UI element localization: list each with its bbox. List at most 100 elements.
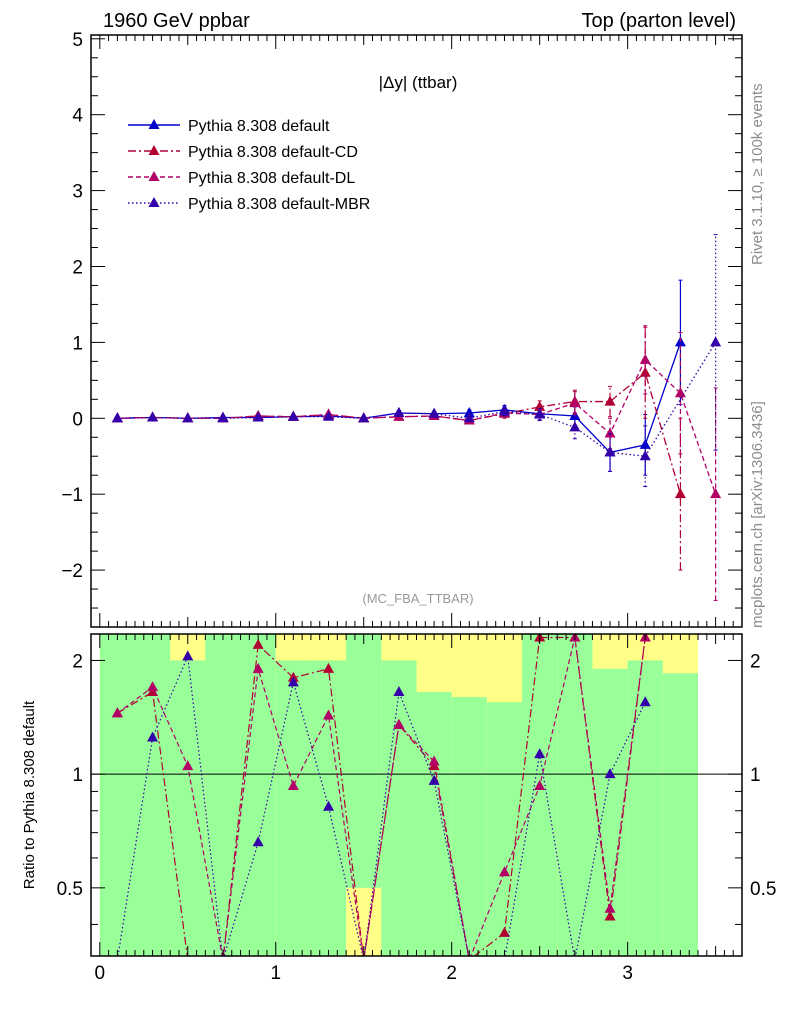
main-line-1	[117, 371, 682, 495]
main-marker	[498, 405, 510, 416]
main-series-group	[111, 234, 722, 601]
legend: Pythia 8.308 default Pythia 8.308 default…	[128, 118, 370, 213]
ratio-marker	[323, 800, 335, 811]
plot-title: |Δy| (ttbar)	[379, 73, 458, 92]
legend-marker	[148, 197, 160, 207]
legend-marker	[148, 171, 160, 181]
main-line-0	[117, 342, 682, 454]
ratio-ytick-label: 1	[72, 765, 83, 786]
main-ytick-label: 1	[72, 333, 83, 354]
main-marker	[604, 427, 616, 438]
ratio-marker	[252, 662, 264, 673]
band-inner	[99, 634, 135, 956]
band-inner	[627, 660, 663, 956]
legend-label: Pythia 8.308 default-CD	[188, 144, 358, 161]
main-marker	[428, 407, 440, 418]
main-ytick-label: 4	[72, 106, 83, 127]
main-marker	[111, 412, 123, 423]
rivet-version-label: Rivet 3.1.10, ≥ 100k events	[749, 83, 766, 265]
ratio-marker	[498, 866, 510, 877]
source-label: mcplots.cern.ch [arXiv:1306.3436]	[749, 401, 766, 628]
main-marker	[639, 353, 651, 364]
ratio-marker	[534, 748, 546, 759]
main-marker	[639, 366, 651, 377]
main-marker	[569, 397, 581, 408]
band-inner	[240, 634, 276, 956]
main-marker	[323, 410, 335, 421]
ratio-marker	[147, 731, 159, 742]
band-inner	[451, 697, 487, 956]
main-marker	[639, 450, 651, 461]
ratio-ytick-label: 2	[72, 651, 83, 672]
main-marker	[569, 421, 581, 432]
ratio-marker	[182, 760, 194, 771]
ratio-marker	[323, 709, 335, 720]
main-ytick-label: 3	[72, 182, 83, 203]
ratio-marker	[604, 902, 616, 913]
legend-label: Pythia 8.308 default-DL	[188, 170, 355, 187]
ratio-line-1	[117, 637, 646, 956]
main-marker	[252, 411, 264, 422]
ratio-ytick-label-right: 1	[750, 765, 761, 786]
main-marker	[534, 400, 546, 411]
main-marker	[358, 412, 370, 423]
main-marker	[147, 411, 159, 422]
analysis-tag: (MC_FBA_TTBAR)	[362, 591, 473, 606]
main-marker	[217, 412, 229, 423]
main-marker	[393, 406, 405, 417]
ratio-marker	[252, 836, 264, 847]
main-ytick-label: 0	[72, 409, 83, 430]
band-inner	[381, 660, 417, 956]
main-marker	[287, 410, 299, 421]
ratio-ytick-label-right: 2	[750, 651, 761, 672]
ratio-marker	[393, 686, 405, 697]
main-marker	[639, 438, 651, 449]
ratio-marker	[287, 676, 299, 687]
main-marker	[182, 412, 194, 423]
main-ytick-label: 2	[72, 257, 83, 278]
ratio-marker	[323, 662, 335, 673]
ratio-line-2	[117, 654, 646, 956]
ratio-marker	[604, 910, 616, 921]
main-line-2	[117, 358, 717, 495]
ratio-marker	[534, 780, 546, 791]
ratio-marker	[639, 696, 651, 707]
xtick-label: 1	[270, 963, 281, 984]
main-ytick-label: 5	[72, 30, 83, 51]
main-ytick-label: −1	[61, 485, 83, 506]
band-inner	[170, 660, 206, 956]
main-marker	[674, 488, 686, 499]
band-inner	[205, 634, 241, 956]
main-marker	[710, 488, 722, 499]
header-right: Top (parton level)	[581, 10, 736, 32]
ratio-marker	[147, 681, 159, 692]
band-inner	[557, 634, 593, 956]
axes-group: −2 −1 0 1 2 3 4 5 0 1 2 3 0.5 0.5 1 1 2 2	[57, 30, 777, 984]
band-inner	[416, 692, 452, 956]
main-marker	[604, 446, 616, 457]
main-marker	[534, 408, 546, 419]
legend-label: Pythia 8.308 default-MBR	[188, 196, 370, 213]
ratio-ytick-label-right: 0.5	[750, 879, 776, 900]
ratio-marker	[428, 774, 440, 785]
legend-marker	[148, 119, 160, 129]
xtick-label: 0	[95, 963, 106, 984]
xtick-label: 3	[622, 963, 633, 984]
band-inner	[275, 660, 311, 956]
ratio-marker	[498, 926, 510, 937]
main-ytick-label: −2	[61, 561, 83, 582]
ratio-ytick-label: 0.5	[57, 879, 83, 900]
main-marker	[604, 395, 616, 406]
ratio-marker	[604, 768, 616, 779]
ratio-uncertainty-bands	[99, 634, 699, 956]
header-left: 1960 GeV ppbar	[103, 10, 250, 32]
main-marker	[463, 412, 475, 423]
band-inner	[522, 634, 558, 956]
band-inner	[662, 673, 699, 956]
main-marker	[710, 336, 722, 347]
band-inner	[346, 634, 382, 888]
ratio-marker	[111, 707, 123, 718]
band-inner	[486, 702, 523, 956]
legend-label: Pythia 8.308 default	[188, 118, 330, 135]
